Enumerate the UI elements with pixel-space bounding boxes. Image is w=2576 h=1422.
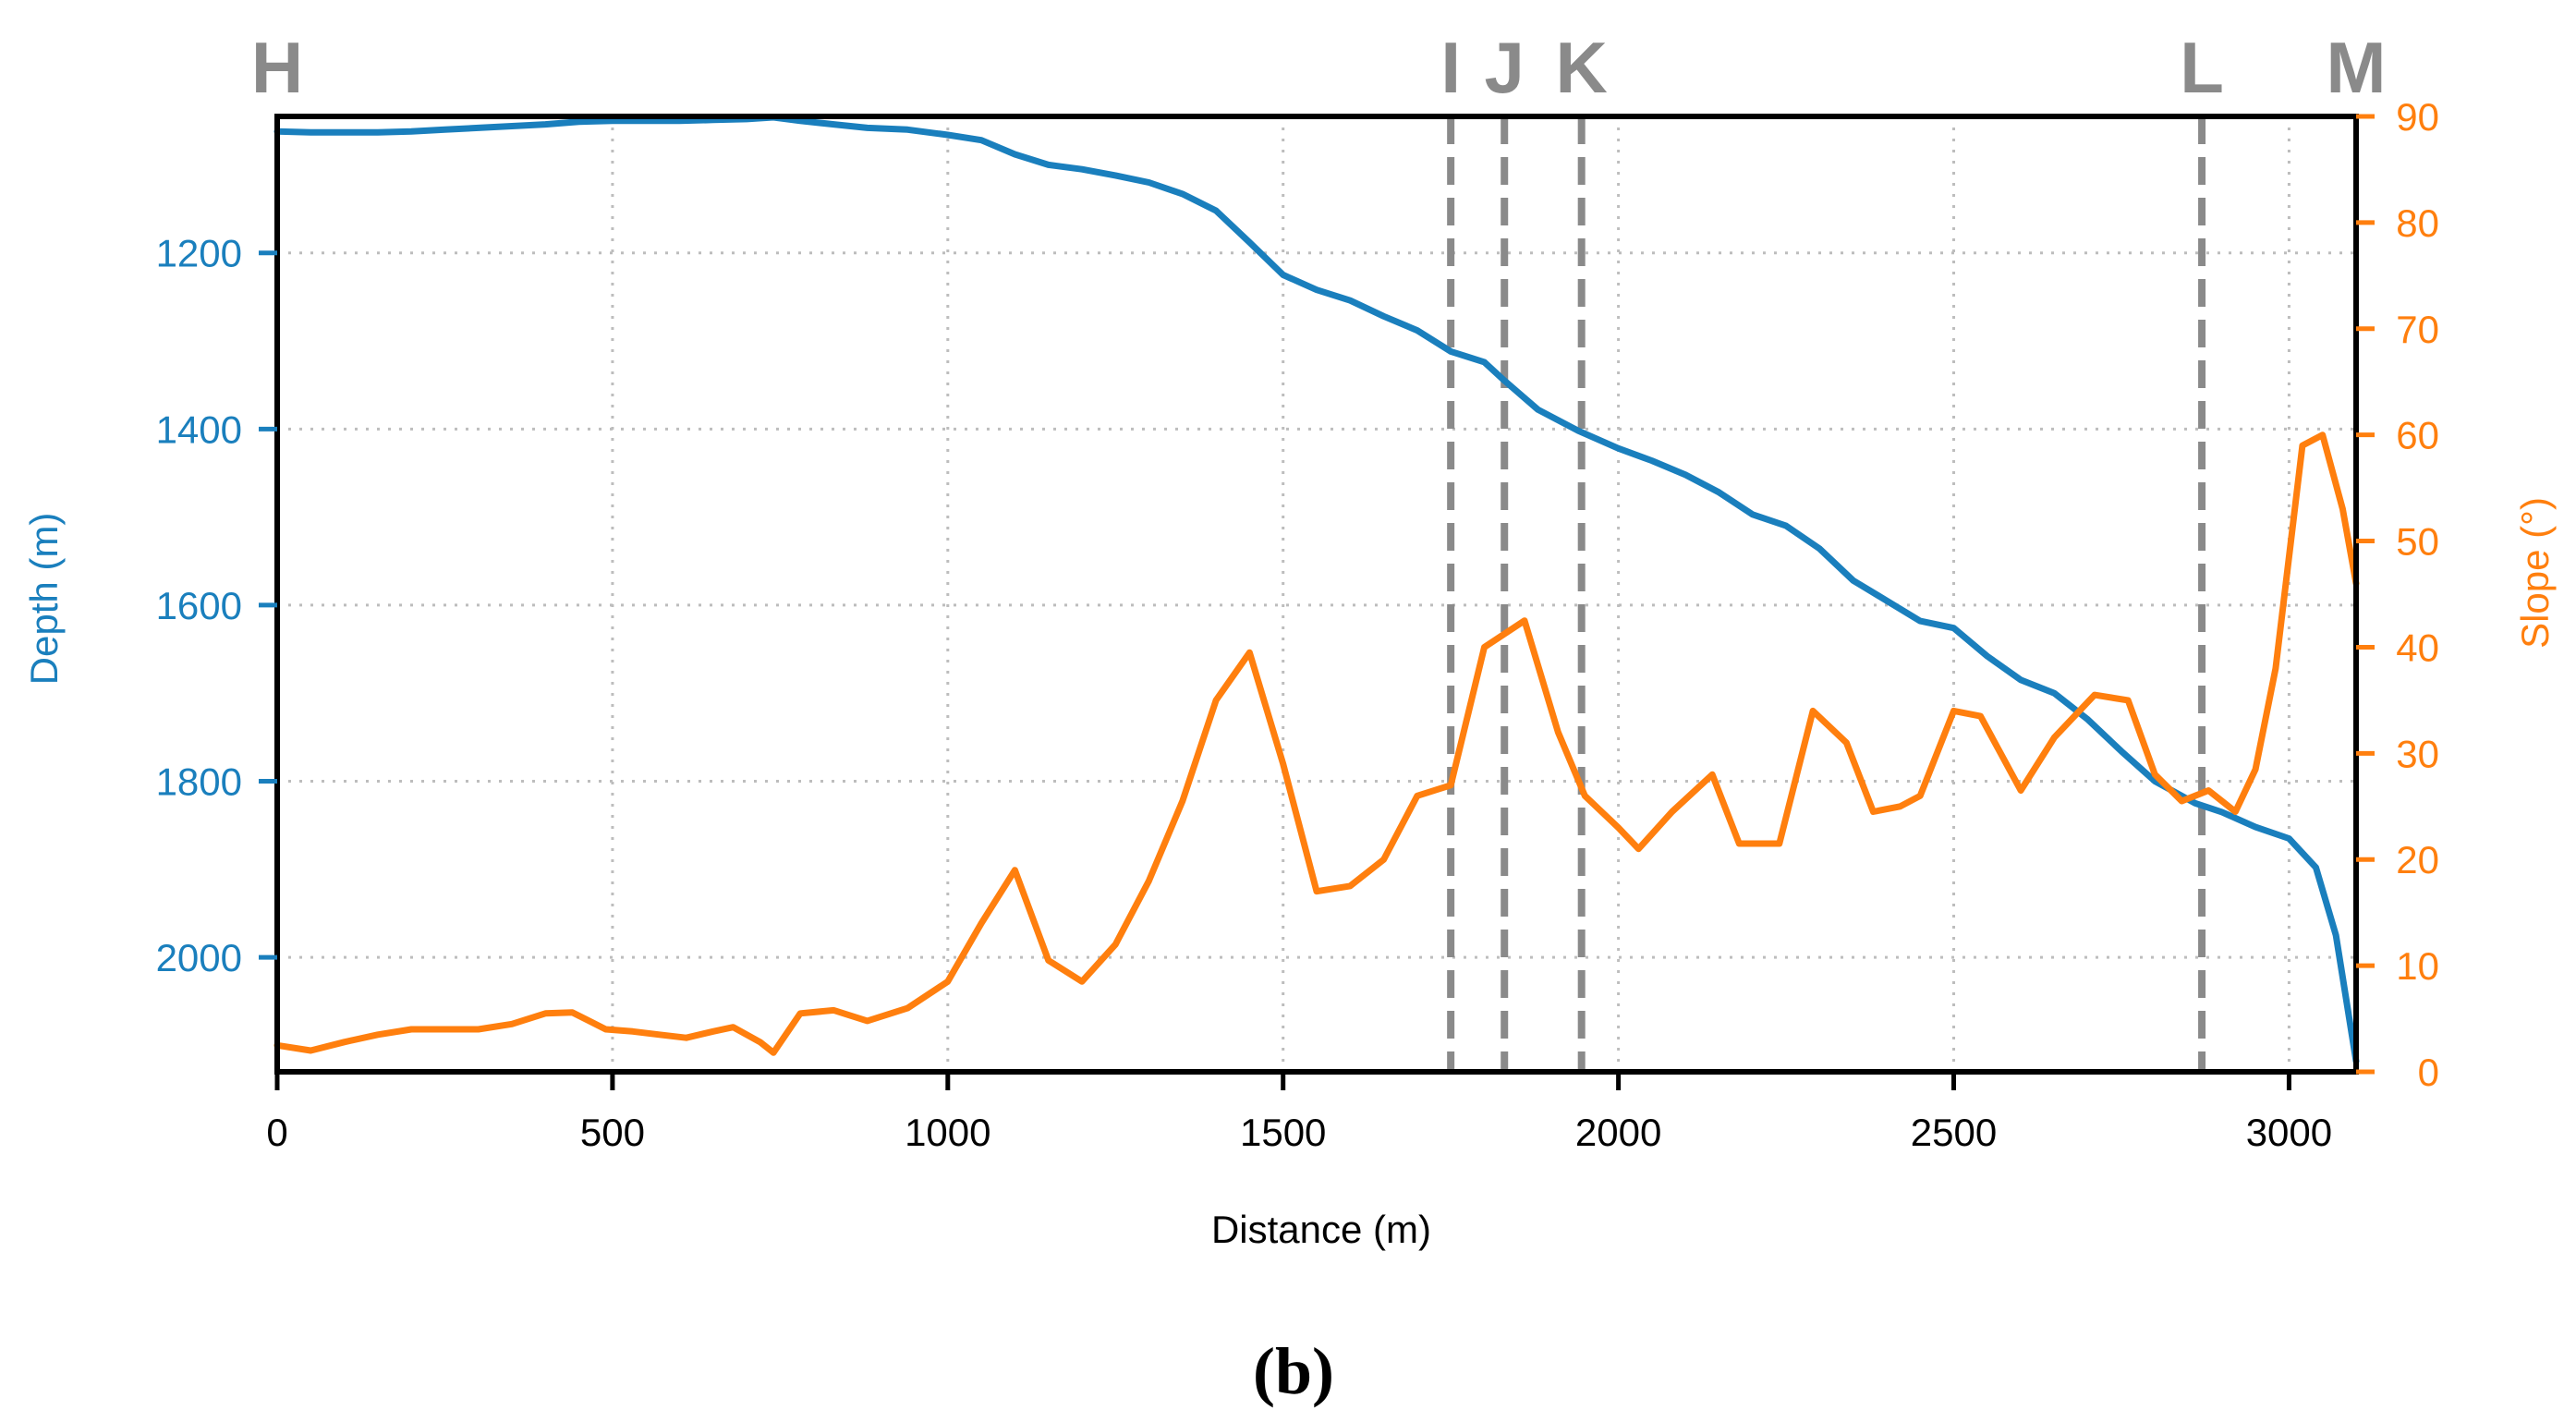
x-tick-label-2500: 2500 — [1911, 1111, 1997, 1154]
marker-lines-layer — [1447, 116, 2206, 1072]
series-line-depth — [273, 114, 2360, 1065]
right-tick-label-40: 40 — [2396, 626, 2439, 669]
left-tick-label-1800: 1800 — [156, 760, 242, 804]
grid-layer — [277, 116, 2356, 1072]
right-tick-label-70: 70 — [2396, 308, 2439, 351]
left-tick-label-1200: 1200 — [156, 232, 242, 275]
right-tick-label-60: 60 — [2396, 414, 2439, 457]
left-tick-label-1600: 1600 — [156, 584, 242, 627]
right-tick-label-10: 10 — [2396, 944, 2439, 988]
right-tick-label-90: 90 — [2396, 95, 2439, 139]
series-layer — [273, 114, 2360, 1065]
x-tick-label-0: 0 — [266, 1111, 287, 1154]
marker-label-L: L — [2180, 27, 2224, 108]
marker-label-H: H — [251, 27, 303, 108]
right-tick-label-80: 80 — [2396, 201, 2439, 245]
right-tick-label-50: 50 — [2396, 520, 2439, 564]
left-tick-label-1400: 1400 — [156, 407, 242, 451]
panel-label: (b) — [1253, 1334, 1334, 1408]
right-tick-label-0: 0 — [2418, 1051, 2439, 1094]
plot-frame — [274, 114, 2359, 1075]
marker-label-M: M — [2327, 27, 2387, 108]
x-tick-label-1000: 1000 — [905, 1111, 990, 1154]
right-axis-title: Slope (°) — [2513, 497, 2557, 649]
x-tick-label-1500: 1500 — [1240, 1111, 1326, 1154]
right-tick-label-30: 30 — [2396, 732, 2439, 775]
marker-label-J: J — [1485, 27, 1525, 108]
x-tick-label-3000: 3000 — [2246, 1111, 2332, 1154]
x-axis-title: Distance (m) — [1211, 1208, 1431, 1251]
tick-layer: 0 500 1000 1500 2000 2500 30001200140016001800… — [156, 95, 2439, 1154]
series-line-slope — [273, 431, 2360, 1056]
marker-label-K: K — [1556, 27, 1608, 108]
left-axis-title: Depth (m) — [22, 513, 66, 686]
x-tick-label-500: 500 — [580, 1111, 645, 1154]
right-tick-label-20: 20 — [2396, 838, 2439, 881]
left-tick-label-2000: 2000 — [156, 936, 242, 979]
marker-label-I: I — [1440, 27, 1461, 108]
x-tick-label-2000: 2000 — [1575, 1111, 1661, 1154]
